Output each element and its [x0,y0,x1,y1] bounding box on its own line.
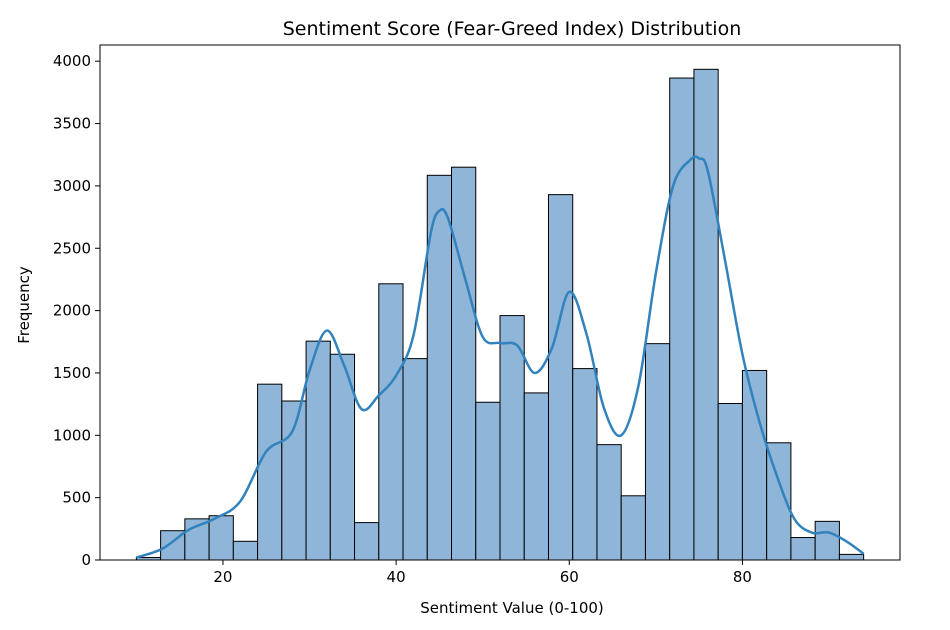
y-tick-label: 1500 [53,364,91,382]
histogram-bar [232,540,259,561]
histogram-bar [475,401,501,561]
chart-title: Sentiment Score (Fear-Greed Index) Distr… [283,18,742,40]
y-tick-label: 3500 [53,115,91,133]
histogram-bar [451,166,477,561]
histogram-bar [572,368,598,561]
x-tick-label: 20 [213,568,232,586]
histogram-bar [596,444,622,561]
kde-curve [135,155,865,559]
x-tick-label: 80 [733,568,752,586]
histogram-bar [790,537,816,561]
y-tick-label: 4000 [53,52,91,70]
histogram-bars [135,68,865,561]
histogram-bar [644,343,671,561]
histogram-bar [547,194,574,561]
y-tick-label: 500 [62,489,91,507]
x-axis: 20 40 60 80 [213,560,752,586]
x-tick-label: 60 [560,568,579,586]
histogram-bar [669,77,695,561]
histogram-bar [257,383,283,561]
y-tick-label: 1000 [53,426,91,444]
x-tick-label: 40 [387,568,406,586]
y-axis: 0 500 1000 1500 2000 2500 3000 3500 4000 [53,52,100,569]
y-tick-label: 2500 [53,239,91,257]
histogram-bar [741,369,768,561]
histogram-bar [426,174,453,561]
histogram-bar [838,553,865,561]
histogram-bar [378,283,404,561]
histogram-bar [208,515,234,561]
x-axis-title: Sentiment Value (0-100) [420,599,604,617]
histogram-bar [402,358,428,561]
histogram-bar [523,392,549,561]
y-tick-label: 2000 [53,302,91,320]
y-tick-label: 0 [81,551,91,569]
plot-frame [99,44,901,561]
y-tick-label: 3000 [53,177,91,195]
histogram-bar [814,520,840,561]
histogram-bar [693,68,719,561]
histogram-bar [620,495,646,561]
histogram-bar [717,403,743,561]
y-axis-title: Frequency [15,266,33,344]
histogram-bar [354,522,380,561]
